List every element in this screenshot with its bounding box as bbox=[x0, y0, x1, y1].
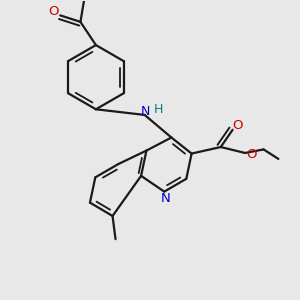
Text: O: O bbox=[233, 119, 243, 132]
Text: N: N bbox=[141, 106, 150, 118]
Text: O: O bbox=[246, 148, 256, 161]
Text: O: O bbox=[49, 5, 59, 18]
Text: N: N bbox=[161, 192, 171, 205]
Text: H: H bbox=[154, 103, 164, 116]
